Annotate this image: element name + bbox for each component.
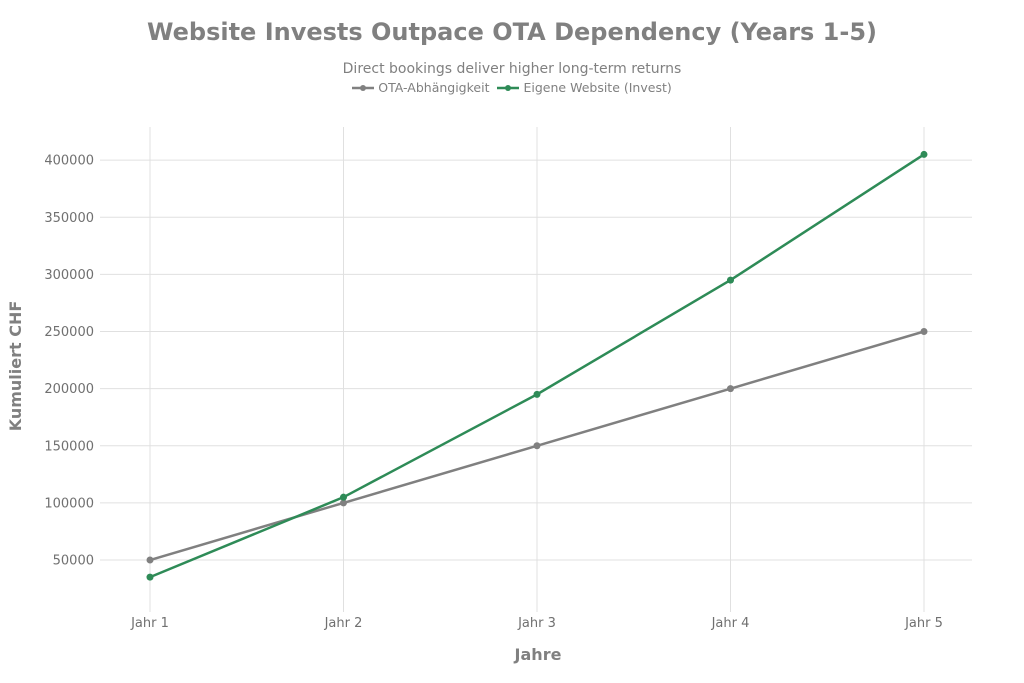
y-tick-label: 400000 [44, 154, 94, 169]
y-tick-label: 200000 [44, 382, 94, 397]
x-tick-label: Jahr 5 [904, 616, 943, 631]
legend-item-ota[interactable]: OTA-Abhängigkeit [352, 80, 489, 95]
data-point-0-4 [920, 328, 928, 336]
y-tick-label: 100000 [44, 496, 94, 511]
x-tick-label: Jahr 3 [517, 616, 556, 631]
legend-swatch-website [497, 84, 520, 91]
x-tick-label: Jahr 4 [711, 616, 750, 631]
chart-subtitle: Direct bookings deliver higher long-term… [342, 61, 682, 77]
y-tick-label: 150000 [44, 439, 94, 454]
x-axis-title: Jahre [514, 645, 562, 664]
y-tick-label: 250000 [44, 325, 94, 340]
data-point-1-4 [920, 150, 928, 158]
y-tick-label: 50000 [53, 554, 94, 569]
data-point-0-2 [533, 442, 541, 450]
x-tick-label: Jahr 2 [324, 616, 363, 631]
legend-swatch-ota [352, 84, 375, 91]
data-point-0-0 [146, 556, 154, 564]
legend-item-website[interactable]: Eigene Website (Invest) [497, 80, 672, 95]
data-point-1-2 [533, 390, 541, 398]
y-tick-label: 300000 [44, 268, 94, 283]
y-axis-title: Kumuliert CHF [6, 301, 25, 432]
legend: OTA-Abhängigkeit Eigene Website (Invest) [0, 80, 1024, 95]
data-point-0-1 [340, 499, 347, 507]
chart-title: Website Invests Outpace OTA Dependency (… [147, 18, 877, 46]
x-tick-label: Jahr 1 [130, 616, 169, 631]
y-tick-label: 350000 [44, 211, 94, 226]
data-point-1-1 [340, 493, 347, 501]
data-point-0-3 [727, 385, 734, 393]
legend-label-website: Eigene Website (Invest) [523, 80, 672, 95]
data-point-1-0 [146, 573, 154, 581]
data-point-1-3 [727, 276, 734, 284]
legend-label-ota: OTA-Abhängigkeit [378, 80, 490, 95]
